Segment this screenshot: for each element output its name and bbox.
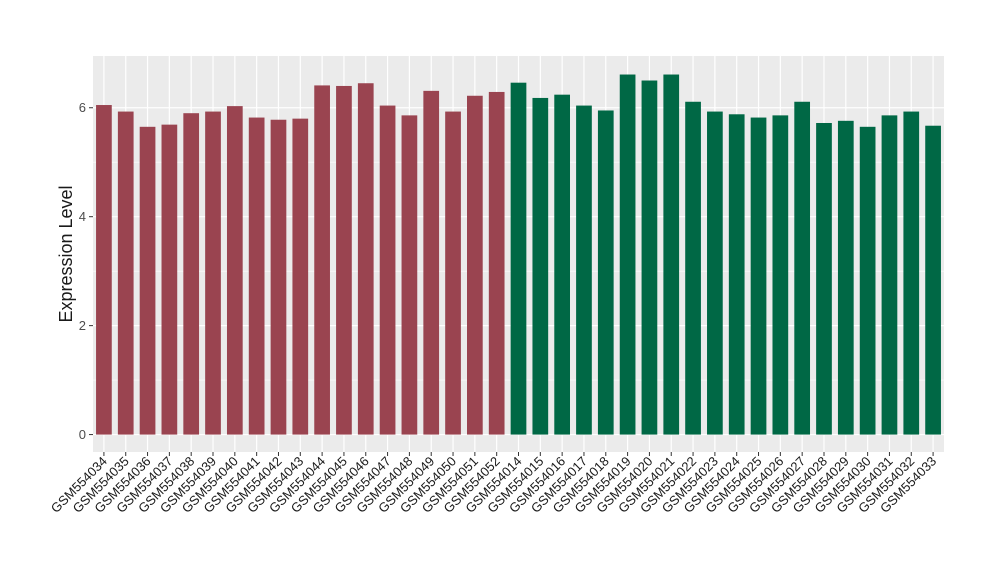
bar-GSM554040 [226, 106, 243, 435]
bar-GSM554046 [357, 83, 374, 435]
bar-GSM554017 [576, 105, 592, 435]
bar-GSM554045 [336, 85, 352, 435]
y-tick-label: 4 [79, 209, 86, 224]
bar-GSM554028 [816, 122, 832, 435]
bar-GSM554049 [423, 90, 440, 435]
bar-GSM554030 [859, 126, 876, 435]
bar-GSM554035 [117, 111, 134, 435]
bar-GSM554039 [205, 111, 221, 435]
bar-GSM554037 [161, 124, 178, 435]
bar-GSM554048 [401, 115, 418, 435]
bar-GSM554029 [837, 120, 854, 435]
bar-GSM554019 [619, 74, 636, 435]
bar-GSM554018 [597, 110, 614, 435]
bar-GSM554032 [903, 111, 920, 435]
y-tick-label: 2 [79, 318, 86, 333]
bar-GSM554015 [532, 97, 549, 435]
bar-GSM554052 [488, 91, 505, 435]
bars [96, 74, 941, 435]
bar-GSM554041 [248, 117, 265, 435]
bar-GSM554020 [641, 80, 658, 435]
bar-GSM554034 [96, 105, 112, 435]
bar-GSM554036 [139, 126, 156, 435]
y-tick-label: 0 [79, 427, 86, 442]
bar-GSM554047 [379, 105, 396, 435]
y-axis-label: Expression Level [56, 185, 76, 322]
bar-GSM554022 [685, 101, 701, 435]
y-axis: 0 2 4 6 [79, 100, 93, 442]
bar-GSM554044 [314, 85, 330, 435]
bar-GSM554043 [292, 118, 309, 435]
bar-GSM554024 [728, 114, 745, 435]
bar-GSM554014 [510, 82, 527, 435]
bar-GSM554031 [881, 115, 898, 435]
bar-GSM554042 [270, 119, 287, 435]
bar-GSM554023 [707, 111, 723, 435]
bar-GSM554025 [750, 117, 767, 435]
bar-GSM554050 [445, 111, 461, 435]
bar-GSM554033 [925, 125, 941, 435]
bar-GSM554027 [794, 101, 811, 435]
bar-GSM554021 [663, 74, 680, 435]
bar-GSM554051 [467, 95, 483, 435]
bar-GSM554026 [772, 115, 789, 435]
y-tick-label: 6 [79, 100, 86, 115]
x-axis: GSM554034GSM554035GSM554036GSM554037GSM5… [48, 452, 939, 516]
bar-GSM554016 [554, 94, 570, 435]
bar-GSM554038 [183, 113, 200, 435]
